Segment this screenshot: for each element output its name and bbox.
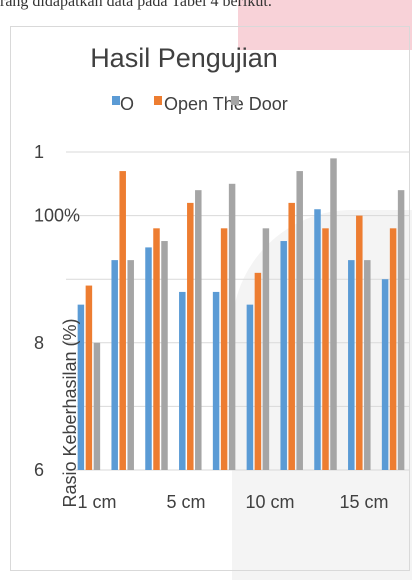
bar xyxy=(330,158,337,470)
x-tick-label: 15 cm xyxy=(339,492,388,512)
bar xyxy=(247,305,254,470)
bar xyxy=(221,228,228,470)
x-tick-label: 10 cm xyxy=(245,492,294,512)
legend-label: O xyxy=(120,94,134,114)
bar xyxy=(356,216,363,470)
legend-label: Open The Door xyxy=(164,94,288,114)
bar xyxy=(213,292,220,470)
bar xyxy=(382,279,389,470)
y-tick-label: 8 xyxy=(34,333,44,353)
y-tick-label: 1 xyxy=(34,142,44,162)
bar xyxy=(280,241,287,470)
bar xyxy=(187,203,194,470)
bar xyxy=(119,171,126,470)
bar xyxy=(161,241,168,470)
bar xyxy=(390,228,397,470)
bar xyxy=(94,343,101,470)
legend-swatch xyxy=(231,96,239,105)
bar xyxy=(398,190,405,470)
chart-bars xyxy=(78,158,405,470)
x-tick-label: 5 cm xyxy=(166,492,205,512)
legend-swatch xyxy=(112,96,120,105)
bar xyxy=(364,260,371,470)
bar xyxy=(263,228,270,470)
bar xyxy=(195,190,202,470)
bar xyxy=(314,209,321,470)
y-tick-label: 100% xyxy=(34,206,80,226)
bar xyxy=(229,184,236,470)
y-tick-label: 6 xyxy=(34,460,44,480)
bar xyxy=(111,260,118,470)
bar xyxy=(255,273,262,470)
bar xyxy=(127,260,134,470)
legend-swatch xyxy=(154,96,162,105)
chart-title: Hasil Pengujian xyxy=(90,43,278,73)
bar xyxy=(153,228,160,470)
bar xyxy=(296,171,303,470)
bar xyxy=(288,203,295,470)
x-tick-label: 1 cm xyxy=(77,492,116,512)
chart-legend: O Open The Door xyxy=(112,94,288,114)
y-axis-label: Rasio Keberhasilan (%) xyxy=(60,318,80,507)
x-axis-ticks: 1 cm 5 cm 10 cm 15 cm xyxy=(77,492,388,512)
bar xyxy=(179,292,186,470)
bar xyxy=(348,260,355,470)
bar xyxy=(145,247,152,470)
bar xyxy=(86,286,93,470)
bar xyxy=(322,228,329,470)
